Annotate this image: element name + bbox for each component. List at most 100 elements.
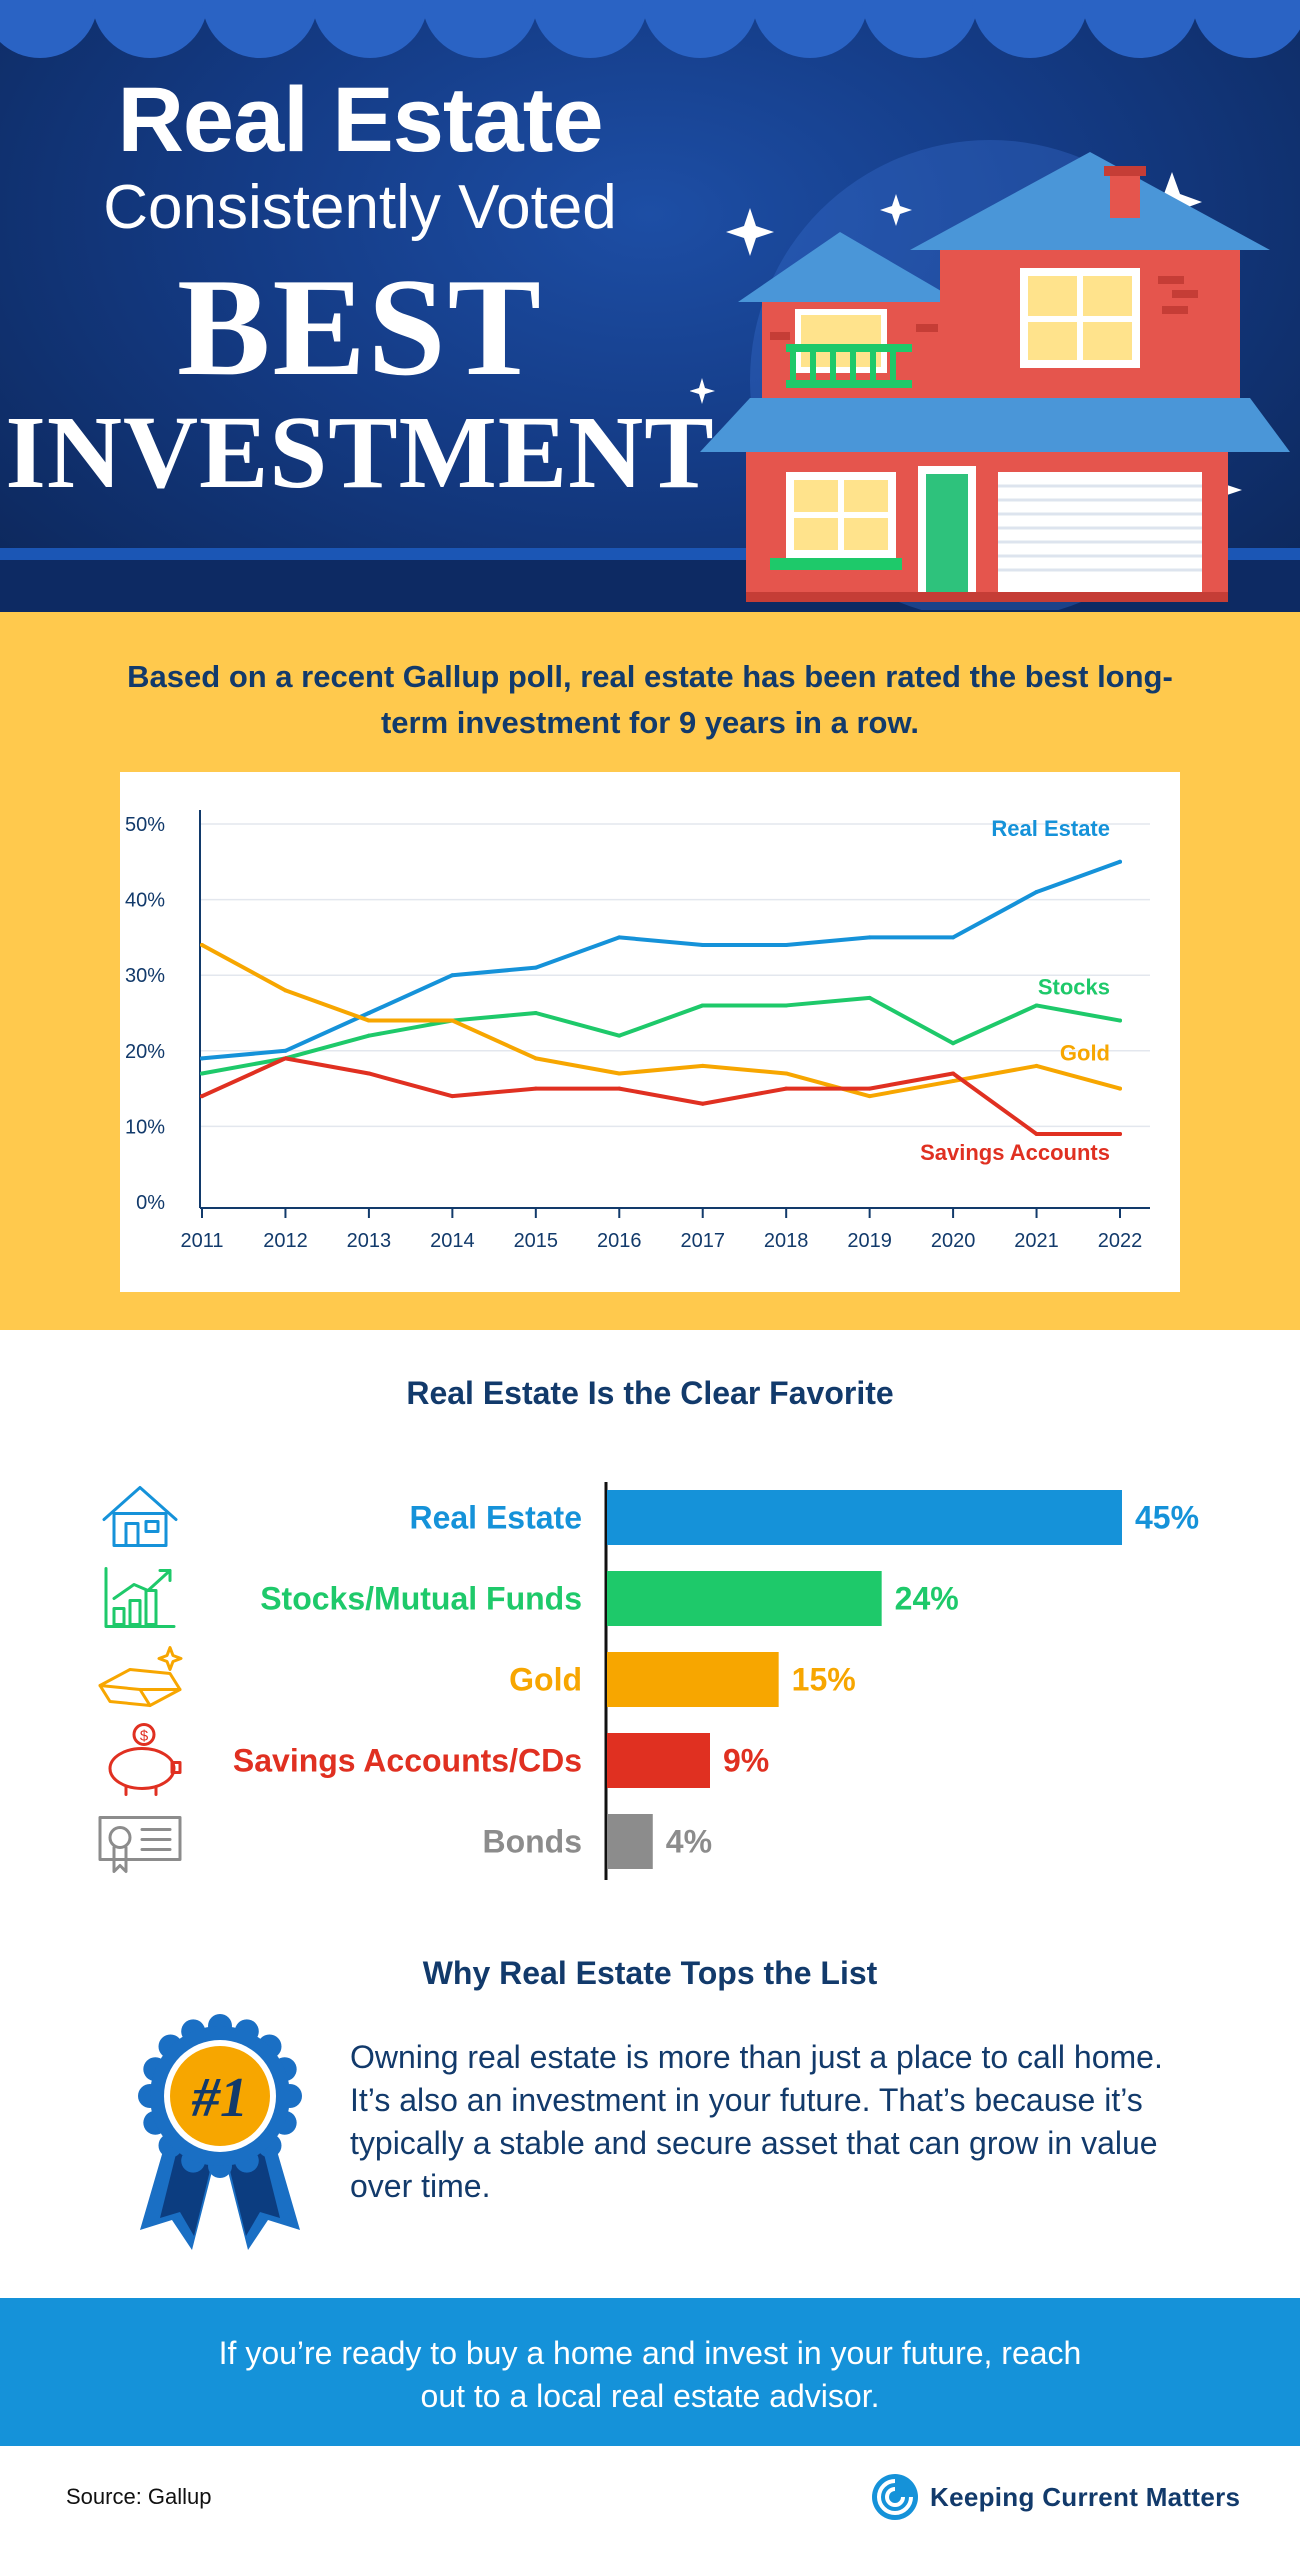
data-point	[1034, 1131, 1039, 1136]
data-point	[617, 935, 622, 940]
house-icon	[102, 1486, 178, 1547]
y-tick-label: 0%	[136, 1192, 165, 1214]
stock-chart-icon	[104, 1567, 176, 1628]
bar-2	[607, 1652, 779, 1707]
data-point	[450, 973, 455, 978]
bar-4	[607, 1814, 653, 1869]
x-tick-label: 2016	[597, 1230, 642, 1252]
data-point	[200, 1056, 204, 1061]
why-title: Why Real Estate Tops the List	[422, 1955, 878, 1991]
bond-certificate-icon	[98, 1816, 182, 1873]
data-point	[700, 1101, 705, 1106]
data-point	[283, 1048, 288, 1053]
data-point	[784, 1086, 789, 1091]
award-ribbon-icon: #1	[138, 2014, 302, 2250]
x-tick-label: 2022	[1098, 1230, 1143, 1252]
title-consistently-voted: Consistently Voted	[103, 173, 617, 242]
data-point	[951, 1071, 956, 1076]
data-point	[700, 942, 705, 947]
x-tick-label: 2020	[931, 1230, 976, 1252]
series-label: Stocks	[1038, 975, 1110, 1000]
chart-band: Based on a recent Gallup poll, real esta…	[0, 612, 1300, 1330]
series-label: Real Estate	[991, 816, 1110, 841]
data-point	[1118, 1018, 1122, 1023]
data-point	[700, 1003, 705, 1008]
line-chart: 0% 10% 20% 30% 40% 50% 2011 2012 2013 2014 2015 201…	[125, 810, 1150, 1252]
hero-title: Real Estate Consistently Voted BEST INVE…	[0, 70, 720, 508]
hero-banner: Real Estate Consistently Voted BEST INVE…	[0, 0, 1300, 612]
cta-text: If you’re ready to buy a home and invest…	[218, 2335, 1082, 2414]
bar-category-label: Bonds	[482, 1824, 582, 1860]
bar-3	[607, 1733, 710, 1788]
y-tick-label: 40%	[125, 890, 165, 912]
rank-badge-label: #1	[191, 2067, 248, 2129]
bar-category-label: Real Estate	[409, 1500, 582, 1536]
bar-category-label: Savings Accounts/CDs	[233, 1743, 582, 1779]
data-point	[200, 1071, 204, 1076]
x-tick-label: 2011	[180, 1230, 223, 1252]
curtain-scallops	[0, 0, 1300, 58]
x-tick-label: 2013	[347, 1230, 392, 1252]
series-line-savings-accounts	[200, 1056, 1122, 1136]
data-point	[1118, 1131, 1122, 1136]
data-point	[784, 942, 789, 947]
y-tick-label: 50%	[125, 814, 165, 836]
data-point	[366, 1011, 371, 1015]
title-investment: INVESTMENT	[5, 395, 715, 510]
data-point	[200, 1094, 204, 1099]
bar-0	[607, 1490, 1122, 1545]
y-tick-label: 20%	[125, 1041, 165, 1063]
why-text: Owning real estate is more than just a p…	[350, 2039, 1163, 2204]
title-real-estate: Real Estate	[117, 69, 603, 171]
data-point	[1034, 1063, 1039, 1068]
kcm-logo-icon	[872, 2474, 918, 2520]
bar-category-label: Gold	[509, 1662, 582, 1698]
y-tick-label: 30%	[125, 965, 165, 987]
x-tick-label: 2021	[1014, 1230, 1058, 1252]
x-tick-label: 2019	[847, 1230, 892, 1252]
data-point	[283, 1056, 288, 1061]
data-point	[533, 965, 538, 970]
x-tick-label: 2015	[514, 1230, 559, 1252]
data-point	[951, 1041, 956, 1046]
series-line-real-estate	[200, 859, 1122, 1061]
data-point	[700, 1063, 705, 1068]
house-illustration	[690, 140, 1290, 610]
data-point	[867, 1094, 872, 1099]
data-point	[867, 995, 872, 1000]
bar-value-label: 4%	[666, 1824, 712, 1860]
intro-text: Based on a recent Gallup poll, real esta…	[127, 659, 1173, 740]
data-point	[1034, 890, 1039, 895]
series-line-gold	[200, 942, 1122, 1099]
data-point	[1118, 1086, 1122, 1091]
data-point	[450, 1018, 455, 1023]
data-point	[951, 1079, 956, 1084]
x-tick-label: 2014	[430, 1230, 475, 1252]
data-point	[617, 1033, 622, 1038]
data-point	[784, 1071, 789, 1076]
cta-banner: If you’re ready to buy a home and invest…	[0, 2298, 1300, 2446]
bar-chart: Real Estate 45% Stocks/Mutual Funds 24% Gold…	[98, 1482, 1199, 1880]
data-point	[867, 935, 872, 940]
kcm-logo[interactable]: Keeping Current Matters	[870, 2472, 1240, 2522]
series-line-stocks	[200, 995, 1122, 1076]
data-point	[617, 1071, 622, 1076]
data-point	[283, 988, 288, 993]
piggy-bank-icon: $	[108, 1723, 182, 1796]
data-point	[533, 1086, 538, 1091]
data-point	[200, 942, 204, 947]
bar-1	[607, 1571, 882, 1626]
data-point	[867, 1086, 872, 1091]
data-point	[951, 935, 956, 940]
data-point	[617, 1086, 622, 1091]
data-point	[1118, 859, 1122, 864]
source-note: Source: Gallup	[66, 2484, 212, 2509]
line-chart-card: 0% 10% 20% 30% 40% 50% 2011 2012 2013 2014 2015 201…	[120, 772, 1180, 1292]
bar-value-label: 24%	[895, 1581, 959, 1617]
bar-value-label: 45%	[1135, 1500, 1199, 1536]
title-best: BEST	[177, 250, 543, 405]
data-point	[366, 1071, 371, 1076]
x-tick-label: 2012	[263, 1230, 308, 1252]
kcm-brand-name: Keeping Current Matters	[930, 2481, 1241, 2512]
data-point	[1034, 1003, 1039, 1008]
